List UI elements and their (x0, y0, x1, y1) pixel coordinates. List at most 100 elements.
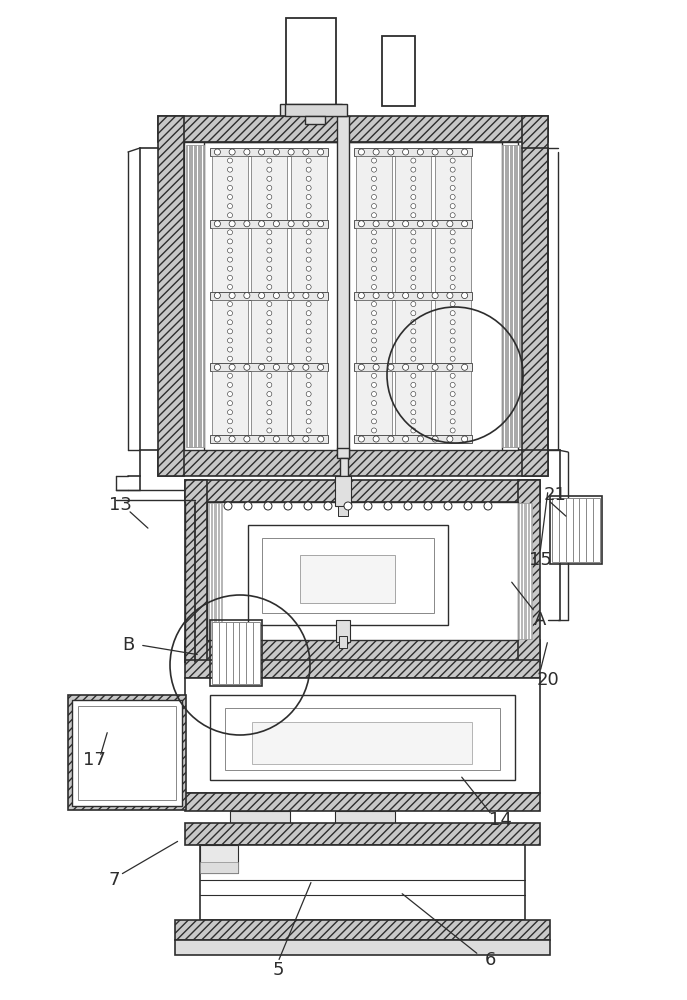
Circle shape (244, 221, 250, 227)
Circle shape (403, 436, 409, 442)
Circle shape (227, 410, 232, 415)
Bar (158, 116, 184, 476)
Bar (395, 156, 431, 220)
Bar (207, 502, 518, 640)
Circle shape (372, 347, 376, 352)
Circle shape (227, 185, 232, 190)
Circle shape (388, 221, 394, 227)
Circle shape (267, 213, 272, 218)
Bar (435, 228, 471, 292)
Circle shape (306, 401, 311, 406)
Bar (200, 862, 238, 873)
Circle shape (450, 311, 455, 316)
Bar (552, 498, 600, 562)
Circle shape (447, 364, 453, 370)
Circle shape (372, 329, 376, 334)
Circle shape (227, 176, 232, 181)
Circle shape (444, 502, 452, 510)
Bar (212, 156, 248, 220)
Circle shape (306, 338, 311, 343)
Circle shape (306, 257, 311, 262)
Circle shape (267, 320, 272, 325)
Bar (185, 678, 540, 793)
Bar (212, 228, 248, 292)
Circle shape (227, 419, 232, 424)
Circle shape (258, 364, 264, 370)
Bar (280, 104, 342, 116)
Bar (356, 156, 392, 220)
Circle shape (306, 428, 311, 433)
Bar (502, 145, 520, 447)
Circle shape (447, 221, 453, 227)
Bar (208, 503, 222, 639)
Circle shape (372, 239, 376, 244)
Circle shape (267, 311, 272, 316)
Circle shape (303, 149, 309, 155)
Circle shape (306, 266, 311, 271)
Circle shape (227, 194, 232, 199)
Bar (78, 706, 176, 800)
Circle shape (288, 292, 294, 299)
Circle shape (306, 356, 311, 361)
Bar (262, 538, 434, 613)
Bar (395, 228, 431, 292)
Circle shape (450, 302, 455, 307)
Bar (305, 116, 325, 124)
Circle shape (267, 266, 272, 271)
Circle shape (267, 302, 272, 307)
Circle shape (411, 213, 416, 218)
Circle shape (411, 401, 416, 406)
Circle shape (462, 221, 468, 227)
Circle shape (267, 382, 272, 387)
Bar (68, 695, 186, 810)
Circle shape (267, 419, 272, 424)
Circle shape (462, 149, 468, 155)
Circle shape (417, 364, 423, 370)
Bar (354, 435, 472, 443)
Circle shape (306, 158, 311, 163)
Circle shape (273, 292, 280, 299)
Text: 17: 17 (82, 751, 105, 769)
Bar (210, 695, 515, 780)
Circle shape (227, 284, 232, 289)
Circle shape (227, 401, 232, 406)
Bar (518, 503, 532, 639)
Circle shape (306, 302, 311, 307)
Circle shape (227, 338, 232, 343)
Circle shape (306, 382, 311, 387)
Circle shape (432, 436, 438, 442)
Bar (210, 292, 328, 300)
Text: 14: 14 (488, 811, 511, 829)
Bar (210, 148, 328, 156)
Circle shape (267, 410, 272, 415)
Circle shape (227, 329, 232, 334)
Circle shape (306, 194, 311, 199)
Bar (382, 36, 415, 106)
Bar (286, 18, 336, 106)
Bar (212, 300, 248, 363)
Circle shape (411, 284, 416, 289)
Circle shape (273, 221, 280, 227)
Circle shape (411, 392, 416, 397)
Circle shape (411, 338, 416, 343)
Circle shape (411, 275, 416, 280)
Circle shape (227, 158, 232, 163)
Circle shape (306, 167, 311, 172)
Circle shape (227, 428, 232, 433)
Bar (225, 708, 500, 770)
Bar (186, 145, 204, 447)
Circle shape (244, 436, 250, 442)
Circle shape (306, 213, 311, 218)
Bar (200, 845, 238, 873)
Text: 7: 7 (109, 871, 120, 889)
Circle shape (267, 239, 272, 244)
Bar (291, 156, 326, 220)
Circle shape (306, 392, 311, 397)
Circle shape (411, 248, 416, 253)
Bar (354, 292, 472, 300)
Bar (356, 300, 392, 363)
Circle shape (411, 185, 416, 190)
Circle shape (372, 311, 376, 316)
Circle shape (227, 382, 232, 387)
Circle shape (267, 373, 272, 378)
